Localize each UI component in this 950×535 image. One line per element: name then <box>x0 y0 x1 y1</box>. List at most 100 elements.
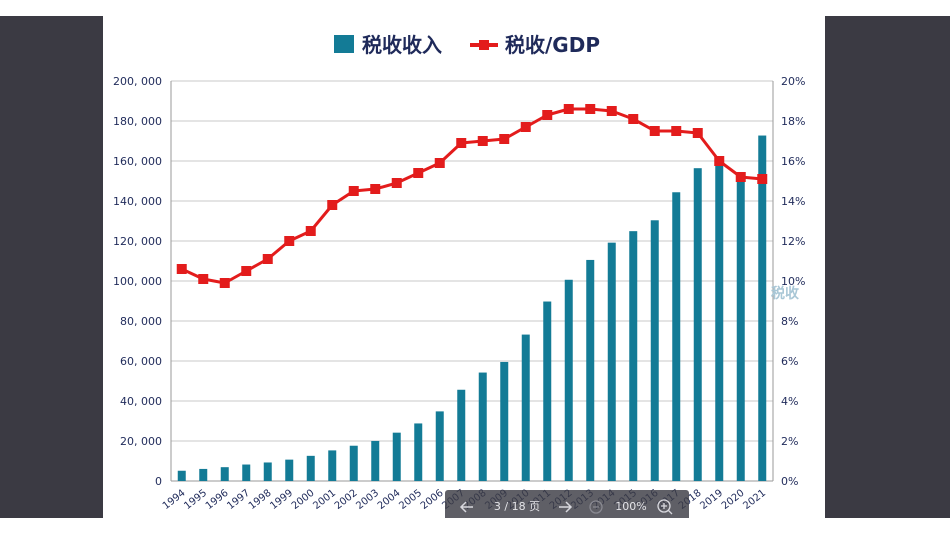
y-right-tick-label: 16% <box>781 155 805 168</box>
y-right-tick-label: 12% <box>781 235 805 248</box>
watermark-text: 税收 <box>771 285 800 302</box>
bar <box>349 445 358 481</box>
bar <box>629 231 638 481</box>
y-left-tick-label: 0 <box>155 475 162 488</box>
y-right-tick-label: 2% <box>781 435 798 448</box>
viewer-toolbar: 3 / 18 页 100% <box>445 490 689 518</box>
x-tick-label: 1997 <box>225 488 252 512</box>
zoom-out-button[interactable] <box>585 490 607 518</box>
viewer-right-gutter <box>825 16 950 518</box>
x-tick-label: 2005 <box>397 488 424 512</box>
line-marker <box>370 184 381 194</box>
viewer-left-gutter <box>0 16 103 518</box>
y-left-tick-label: 160, 000 <box>113 155 162 168</box>
line-marker <box>628 114 639 124</box>
x-tick-label: 2019 <box>698 488 725 512</box>
y-left-tick-label: 100, 000 <box>113 275 162 288</box>
bar <box>650 220 659 481</box>
line-marker <box>477 136 488 146</box>
line-marker <box>391 178 402 188</box>
line-marker <box>456 138 467 148</box>
legend-bar-label: 税收收入 <box>362 33 442 57</box>
y-right-tick-label: 4% <box>781 395 798 408</box>
x-tick-label: 2020 <box>720 488 747 512</box>
x-tick-label: 1998 <box>247 488 274 512</box>
y-right-tick-label: 20% <box>781 75 805 88</box>
bar <box>392 432 401 481</box>
x-tick-label: 2002 <box>333 488 360 512</box>
line-marker <box>413 168 424 178</box>
top-margin <box>0 0 950 16</box>
x-tick-label: 1996 <box>204 488 231 512</box>
line-marker <box>499 134 510 144</box>
line-marker <box>348 186 359 196</box>
bar <box>736 172 745 481</box>
bar <box>607 242 616 481</box>
y-right-tick-label: 8% <box>781 315 798 328</box>
bar <box>220 467 229 481</box>
bar <box>564 279 573 481</box>
bar <box>478 372 487 481</box>
y-right-tick-label: 18% <box>781 115 805 128</box>
next-page-button[interactable] <box>553 490 577 518</box>
bar <box>371 440 380 481</box>
line-marker <box>649 126 660 136</box>
line-marker <box>757 174 768 184</box>
zoom-level: 100% <box>615 500 647 513</box>
bar <box>672 192 681 481</box>
bottom-margin <box>0 518 950 535</box>
bar <box>285 459 294 481</box>
bar <box>586 259 595 481</box>
y-right-tick-label: 0% <box>781 475 798 488</box>
x-tick-label: 2004 <box>376 488 403 512</box>
document-page: 0 20, 000 40, 000 60, 000 80, 000 100, 000 120… <box>103 16 825 518</box>
line-marker <box>434 158 445 168</box>
y-left-tick-label: 200, 000 <box>113 75 162 88</box>
line-marker <box>305 226 316 236</box>
y-left-tick-label: 120, 000 <box>113 235 162 248</box>
bar <box>758 135 767 481</box>
legend-line-marker <box>479 40 489 50</box>
line-marker <box>671 126 682 136</box>
x-tick-label: 1995 <box>182 488 209 512</box>
bar <box>715 165 724 481</box>
line-marker <box>198 274 209 284</box>
bar <box>328 450 337 481</box>
line-marker <box>714 156 725 166</box>
y-right-tick-label: 14% <box>781 195 805 208</box>
page-indicator: 3 / 18 页 <box>493 500 541 513</box>
line-marker <box>520 122 531 132</box>
line-marker <box>176 264 187 274</box>
arrow-right-icon <box>559 501 573 513</box>
line-marker <box>241 266 252 276</box>
line-marker <box>327 200 338 210</box>
line-marker <box>692 128 703 138</box>
bar <box>693 168 702 481</box>
y-left-tick-label: 20, 000 <box>120 435 162 448</box>
x-tick-label: 2006 <box>419 488 446 512</box>
bar <box>543 301 552 481</box>
prev-page-button[interactable] <box>455 490 479 518</box>
line-marker <box>262 254 273 264</box>
x-tick-label: 2021 <box>741 488 768 512</box>
bar <box>457 389 466 481</box>
y-left-tick-label: 40, 000 <box>120 395 162 408</box>
bar <box>242 464 251 481</box>
legend-line-label: 税收/GDP <box>505 33 600 57</box>
x-tick-label: 2001 <box>311 488 338 512</box>
bar <box>263 462 272 481</box>
tax-gdp-ratio-line <box>181 107 763 285</box>
line-marker <box>542 110 553 120</box>
bar <box>435 411 444 481</box>
bar <box>500 361 509 481</box>
zoom-in-button[interactable] <box>653 490 677 518</box>
legend-bar-swatch <box>334 35 354 53</box>
zoom-in-icon <box>657 499 673 515</box>
line-marker <box>219 278 230 288</box>
arrow-left-icon <box>459 501 473 513</box>
y-right-tick-label: 10% <box>781 275 805 288</box>
bar <box>306 455 315 481</box>
bar <box>414 423 423 481</box>
bar <box>521 334 530 481</box>
zoom-out-icon <box>589 500 603 514</box>
